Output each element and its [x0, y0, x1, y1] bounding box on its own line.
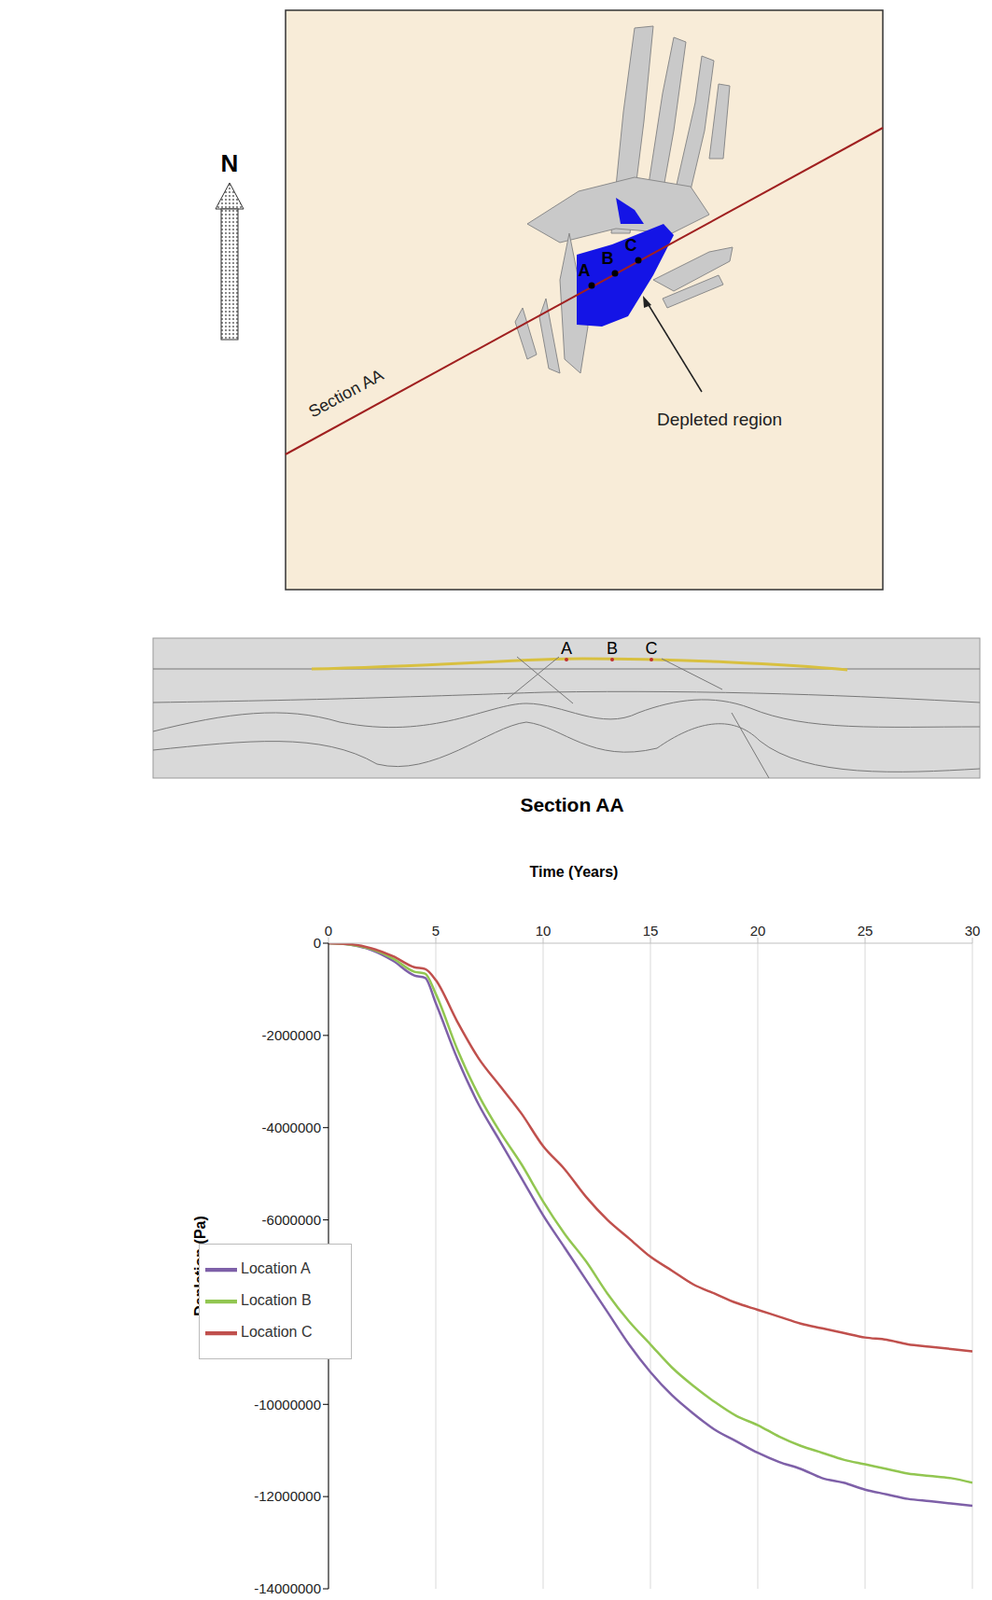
svg-text:25: 25	[857, 922, 874, 939]
svg-text:15: 15	[642, 922, 659, 939]
svg-text:B: B	[601, 249, 615, 268]
svg-text:30: 30	[964, 922, 981, 939]
svg-text:0: 0	[313, 935, 322, 951]
html-text:Location B: Location B	[240, 1292, 312, 1309]
svg-text:Section AA: Section AA	[305, 365, 387, 422]
svg-text:C: C	[645, 639, 658, 658]
html-text:Location C: Location C	[240, 1324, 313, 1341]
svg-text:10: 10	[535, 922, 552, 939]
svg-text:-4000000: -4000000	[262, 1119, 322, 1136]
svg-text:B: B	[606, 639, 618, 658]
svg-text:-8000000: -8000000	[262, 1304, 322, 1321]
svg-text:Section AA: Section AA	[519, 794, 624, 816]
svg-text:A: A	[578, 261, 591, 280]
svg-text:A: A	[560, 639, 573, 658]
svg-text:5: 5	[432, 922, 440, 939]
svg-text:-14000000: -14000000	[253, 1580, 322, 1597]
html-text:Location A: Location A	[240, 1260, 311, 1277]
svg-text:-10000000: -10000000	[253, 1397, 322, 1413]
svg-text:-12000000: -12000000	[253, 1488, 322, 1505]
svg-text:N: N	[221, 149, 239, 178]
svg-text:Depletion (Pa): Depletion (Pa)	[192, 1215, 209, 1317]
svg-text:-2000000: -2000000	[262, 1027, 322, 1044]
html-text:Time (Years): Time (Years)	[529, 864, 619, 881]
svg-text:0: 0	[324, 922, 333, 939]
svg-text:Depleted region: Depleted region	[656, 409, 783, 430]
svg-text:20: 20	[750, 922, 767, 939]
svg-text:C: C	[625, 236, 638, 255]
svg-text:-6000000: -6000000	[262, 1212, 322, 1229]
